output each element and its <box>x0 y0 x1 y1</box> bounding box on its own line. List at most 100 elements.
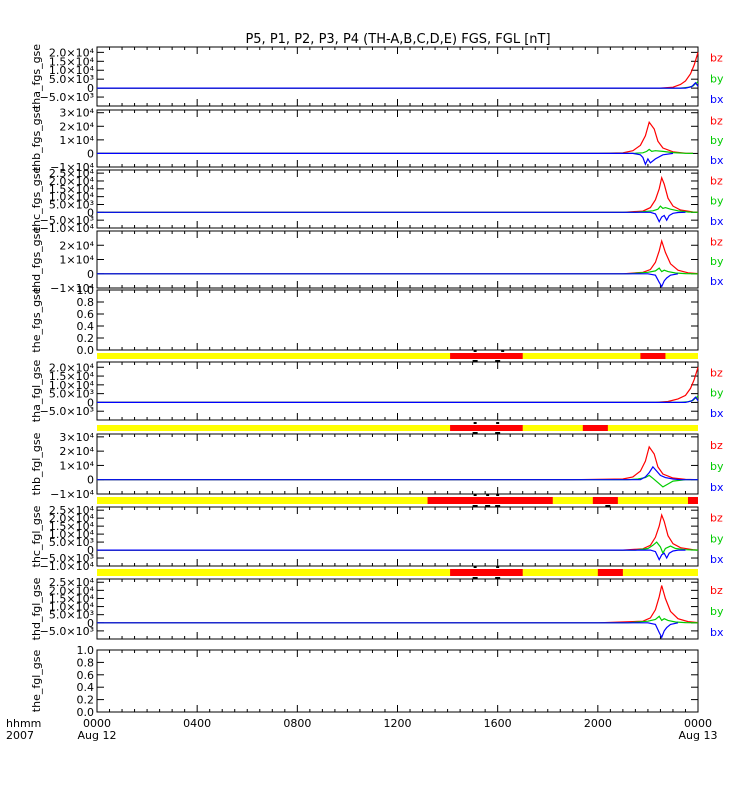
y-tick-label: −5.0×10³ <box>40 214 94 227</box>
chart-title: P5, P1, P2, P3, P4 (TH-A,B,C,D,E) FGS, F… <box>245 32 550 47</box>
status-mark <box>486 494 490 496</box>
status-mark <box>472 577 478 579</box>
series-bz-line <box>97 445 699 481</box>
status-mark <box>472 432 478 434</box>
status-mark <box>501 350 505 352</box>
panel-12: 2.5×10⁴2.0×10⁴1.5×10⁴1.0×10⁴5.0×10³0−5.0… <box>30 576 724 640</box>
y-tick-label: −1.0×10⁴ <box>40 222 95 235</box>
y-tick-label: 1×10⁴ <box>59 134 94 147</box>
y-axis-label: thb_fgl_gse <box>30 432 43 495</box>
legend-by: by <box>710 195 724 208</box>
y-tick-label: 0.2 <box>77 694 95 707</box>
legend-bx: bx <box>710 275 724 288</box>
panel-frame <box>96 169 699 229</box>
y-tick-label: 5.0×10³ <box>49 198 94 211</box>
y-axis-label: thd_fgl_gse <box>30 577 43 640</box>
panels: 2.0×10⁴1.5×10⁴1.0×10⁴5.0×10³0−5.0×10³tha… <box>30 44 724 719</box>
y-axis-label: thc_fgl_gse <box>30 505 43 567</box>
legend-bz: bz <box>710 439 723 452</box>
y-tick-label: 1.0 <box>77 284 95 297</box>
series-bx-line <box>97 622 679 639</box>
y-tick-label: 0.8 <box>77 296 95 309</box>
legend-by: by <box>710 460 724 473</box>
series-bx-line <box>97 81 699 89</box>
y-axis-label: thb_fgs_gse <box>30 106 43 172</box>
x-axis-label-hhmm: hhmm <box>6 717 41 730</box>
series-bz-line <box>97 512 699 551</box>
legend-by: by <box>710 532 724 545</box>
y-tick-label: 0.6 <box>77 308 95 321</box>
series-by-line <box>97 615 699 624</box>
y-tick-label: 1.5×10⁴ <box>49 592 95 605</box>
y-tick-label: 0.4 <box>77 320 95 333</box>
y-tick-label: 0.2 <box>77 332 95 345</box>
series-by-line <box>97 395 699 403</box>
x-tick-label: 0800 <box>283 717 311 730</box>
status-bar-red-segment <box>597 569 623 576</box>
legend-bz: bz <box>710 512 723 525</box>
series-bz-line <box>97 120 694 154</box>
status-bar-red-segment <box>427 497 553 504</box>
y-tick-label: 0 <box>87 544 94 557</box>
status-mark <box>473 494 477 496</box>
series-by-line <box>97 205 699 213</box>
status-bar-red-segment <box>450 353 523 359</box>
y-tick-label: −1.0×10⁴ <box>40 560 95 573</box>
y-tick-label: 3×10⁴ <box>59 431 94 444</box>
x-tick-sublabel: Aug 12 <box>78 729 117 742</box>
legend-bx: bx <box>710 154 724 167</box>
y-tick-label: 0 <box>87 206 94 219</box>
panel-frame <box>96 109 699 168</box>
series-bx-line <box>97 396 699 403</box>
status-bar-red-segment <box>450 425 523 431</box>
status-bar-red-segment <box>687 497 698 504</box>
y-tick-label: 2×10⁴ <box>59 239 94 252</box>
status-mark <box>473 350 477 352</box>
x-tick-label: 0000 <box>83 717 111 730</box>
y-tick-label: 2×10⁴ <box>59 120 94 133</box>
x-tick-label: 1600 <box>484 717 512 730</box>
y-tick-label: 1.5×10⁴ <box>49 183 95 196</box>
status-bar-red-segment <box>450 569 523 576</box>
y-axis-label: thc_fgs_gse <box>30 167 43 232</box>
status-mark <box>496 422 500 424</box>
y-axis-label: the_fgl_gse <box>30 650 43 713</box>
legend-bz: bz <box>710 52 723 65</box>
y-tick-label: 2.5×10⁴ <box>49 576 95 589</box>
series-bx-line <box>97 211 686 224</box>
panel-0: 2.0×10⁴1.5×10⁴1.0×10⁴5.0×10³0−5.0×10³tha… <box>30 44 724 109</box>
panel-9 <box>97 494 698 507</box>
panel-2: 2.5×10⁴2.0×10⁴1.5×10⁴1.0×10⁴5.0×10³0−5.0… <box>30 167 724 235</box>
series-bz-line <box>97 52 699 89</box>
y-tick-label: 2.0×10⁴ <box>49 584 95 597</box>
y-tick-label: 1.0 <box>77 644 95 657</box>
y-axis-label: tha_fgl_gse <box>30 360 43 423</box>
panel-11 <box>97 566 698 579</box>
panel-5 <box>97 350 698 362</box>
y-tick-label: −1×10⁴ <box>50 282 94 295</box>
y-tick-label: 1.0×10⁴ <box>49 64 95 77</box>
panel-frame <box>96 46 699 107</box>
status-mark <box>485 505 491 507</box>
y-tick-label: −1×10⁴ <box>50 161 94 174</box>
y-tick-label: 2.0×10⁴ <box>49 512 95 525</box>
x-tick-label: 0000 <box>684 717 712 730</box>
y-tick-label: 1.0×10⁴ <box>49 379 95 392</box>
panel-10: 2.5×10⁴2.0×10⁴1.5×10⁴1.0×10⁴5.0×10³0−5.0… <box>30 504 724 573</box>
legend-bx: bx <box>710 407 724 420</box>
y-tick-label: 2.0×10⁴ <box>49 175 95 188</box>
status-mark <box>473 566 477 568</box>
series-bz-line <box>97 238 699 275</box>
legend-by: by <box>710 255 724 268</box>
y-tick-label: 1.5×10⁴ <box>49 520 95 533</box>
panel-frame <box>96 289 699 351</box>
series-bz-line <box>97 367 699 403</box>
status-bar-yellow <box>97 353 698 359</box>
y-tick-label: 0 <box>87 82 94 95</box>
series-by-line <box>97 541 699 555</box>
series-bz-line <box>97 585 699 624</box>
